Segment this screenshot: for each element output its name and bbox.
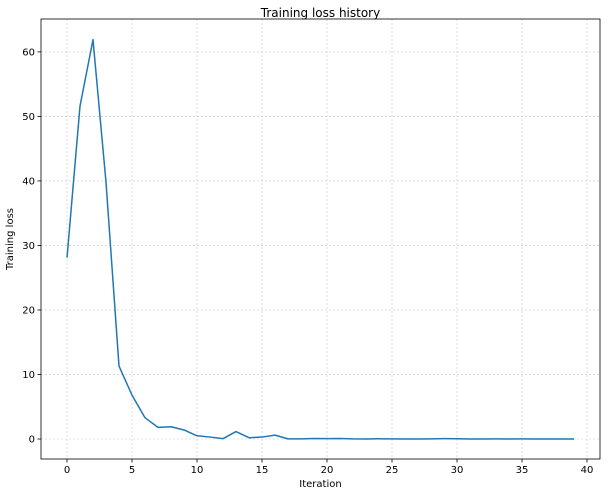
x-tick-label: 10	[191, 465, 204, 476]
data-point	[105, 181, 107, 183]
data-point	[222, 438, 224, 440]
data-point	[118, 365, 120, 367]
data-point	[66, 257, 68, 259]
data-point	[482, 438, 484, 440]
data-point	[248, 437, 250, 439]
x-tick-label: 5	[129, 465, 135, 476]
data-point	[131, 394, 133, 396]
x-tick-label: 0	[64, 465, 70, 476]
data-point	[261, 436, 263, 438]
data-point	[469, 438, 471, 440]
data-point	[183, 429, 185, 431]
data-point	[508, 438, 510, 440]
data-point	[92, 39, 94, 41]
chart-title: Training loss history	[260, 6, 380, 20]
data-point	[209, 436, 211, 438]
data-point	[352, 438, 354, 440]
data-point	[300, 438, 302, 440]
data-point	[417, 438, 419, 440]
y-tick-label: 60	[22, 47, 35, 58]
plot-frame	[40, 18, 601, 460]
x-tick-label: 20	[321, 465, 334, 476]
x-tick-label: 35	[516, 465, 529, 476]
data-point	[495, 438, 497, 440]
y-tick-label: 40	[22, 176, 35, 187]
loss-series-line	[66, 38, 574, 440]
data-point	[274, 434, 276, 436]
data-point	[573, 438, 575, 440]
data-point	[170, 426, 172, 428]
y-tick-label: 50	[22, 112, 35, 123]
data-point	[378, 438, 380, 440]
data-point	[456, 438, 458, 440]
data-point	[404, 438, 406, 440]
data-point	[534, 438, 536, 440]
data-point	[560, 438, 562, 440]
data-point	[430, 438, 432, 440]
y-tick-label: 0	[29, 435, 35, 446]
data-point	[547, 438, 549, 440]
data-point	[521, 438, 523, 440]
series-layer	[66, 38, 575, 440]
x-tick-label: 40	[581, 465, 594, 476]
data-point	[157, 427, 159, 429]
x-axis-label: Iteration	[299, 479, 341, 490]
grid	[41, 19, 600, 459]
data-point	[235, 431, 237, 433]
x-tick-label: 25	[386, 465, 399, 476]
data-point	[391, 438, 393, 440]
y-tick-label: 10	[22, 370, 35, 381]
data-point	[365, 438, 367, 440]
axis-ticks: 0 5 10 15 20 25 30 35 40 0 10 20 30 40 50 60	[22, 47, 593, 476]
data-point	[339, 438, 341, 440]
data-point	[196, 435, 198, 437]
x-tick-label: 15	[256, 465, 269, 476]
y-tick-label: 30	[22, 241, 35, 252]
data-point	[326, 438, 328, 440]
data-point	[287, 438, 289, 440]
data-point	[79, 105, 81, 107]
data-point	[144, 417, 146, 419]
data-point	[313, 438, 315, 440]
y-axis-label: Training loss	[5, 208, 16, 271]
data-point	[443, 438, 445, 440]
y-tick-label: 20	[22, 305, 35, 316]
x-tick-label: 30	[451, 465, 464, 476]
